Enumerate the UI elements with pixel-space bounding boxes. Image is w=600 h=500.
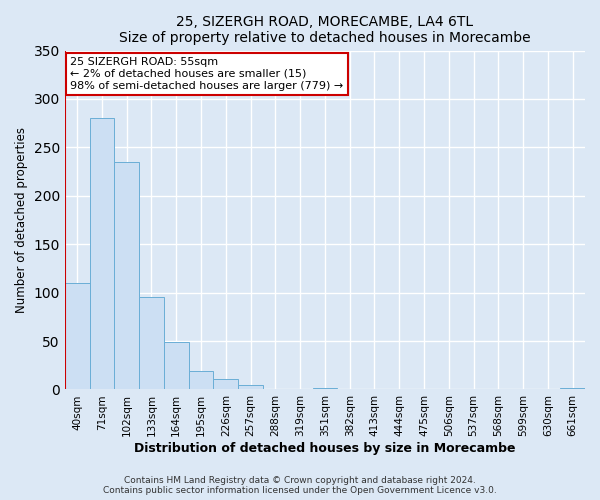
Bar — [313, 388, 337, 390]
Bar — [188, 371, 214, 390]
Bar — [164, 342, 188, 390]
Bar — [238, 384, 263, 390]
Bar — [214, 379, 238, 390]
Bar — [89, 118, 115, 390]
Bar — [115, 162, 139, 390]
Bar — [65, 283, 89, 390]
Text: 25 SIZERGH ROAD: 55sqm
← 2% of detached houses are smaller (15)
98% of semi-deta: 25 SIZERGH ROAD: 55sqm ← 2% of detached … — [70, 58, 343, 90]
X-axis label: Distribution of detached houses by size in Morecambe: Distribution of detached houses by size … — [134, 442, 515, 455]
Bar — [560, 388, 585, 390]
Bar — [139, 298, 164, 390]
Y-axis label: Number of detached properties: Number of detached properties — [15, 127, 28, 313]
Text: Contains HM Land Registry data © Crown copyright and database right 2024.
Contai: Contains HM Land Registry data © Crown c… — [103, 476, 497, 495]
Title: 25, SIZERGH ROAD, MORECAMBE, LA4 6TL
Size of property relative to detached house: 25, SIZERGH ROAD, MORECAMBE, LA4 6TL Siz… — [119, 15, 531, 45]
